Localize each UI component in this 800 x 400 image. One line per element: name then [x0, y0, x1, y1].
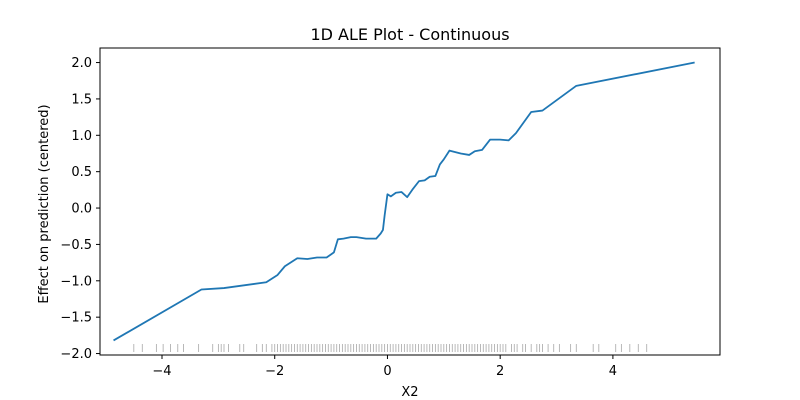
x-tick-label: 0: [383, 364, 391, 379]
x-tick-label: 4: [609, 364, 617, 379]
y-tick-label: 2.0: [71, 56, 92, 71]
y-tick-label: −2.0: [60, 347, 92, 362]
chart-title: 1D ALE Plot - Continuous: [310, 25, 509, 44]
y-axis-label: Effect on prediction (centered): [37, 104, 52, 303]
x-tick-label: −2: [265, 364, 284, 379]
y-tick-label: −1.0: [60, 274, 92, 289]
x-tick-label: −4: [152, 364, 171, 379]
plot-frame: [99, 47, 721, 356]
y-tick-label: 1.0: [71, 129, 92, 144]
x-axis-label: X2: [401, 385, 418, 400]
x-tick-label: 2: [496, 364, 504, 379]
ale-line: [113, 61, 695, 342]
y-tick-label: 0.0: [71, 202, 92, 217]
y-tick-label: 0.5: [71, 165, 92, 180]
y-tick-label: 1.5: [71, 92, 92, 107]
y-tick-label: −0.5: [60, 238, 92, 253]
y-tick-label: −1.5: [60, 311, 92, 326]
